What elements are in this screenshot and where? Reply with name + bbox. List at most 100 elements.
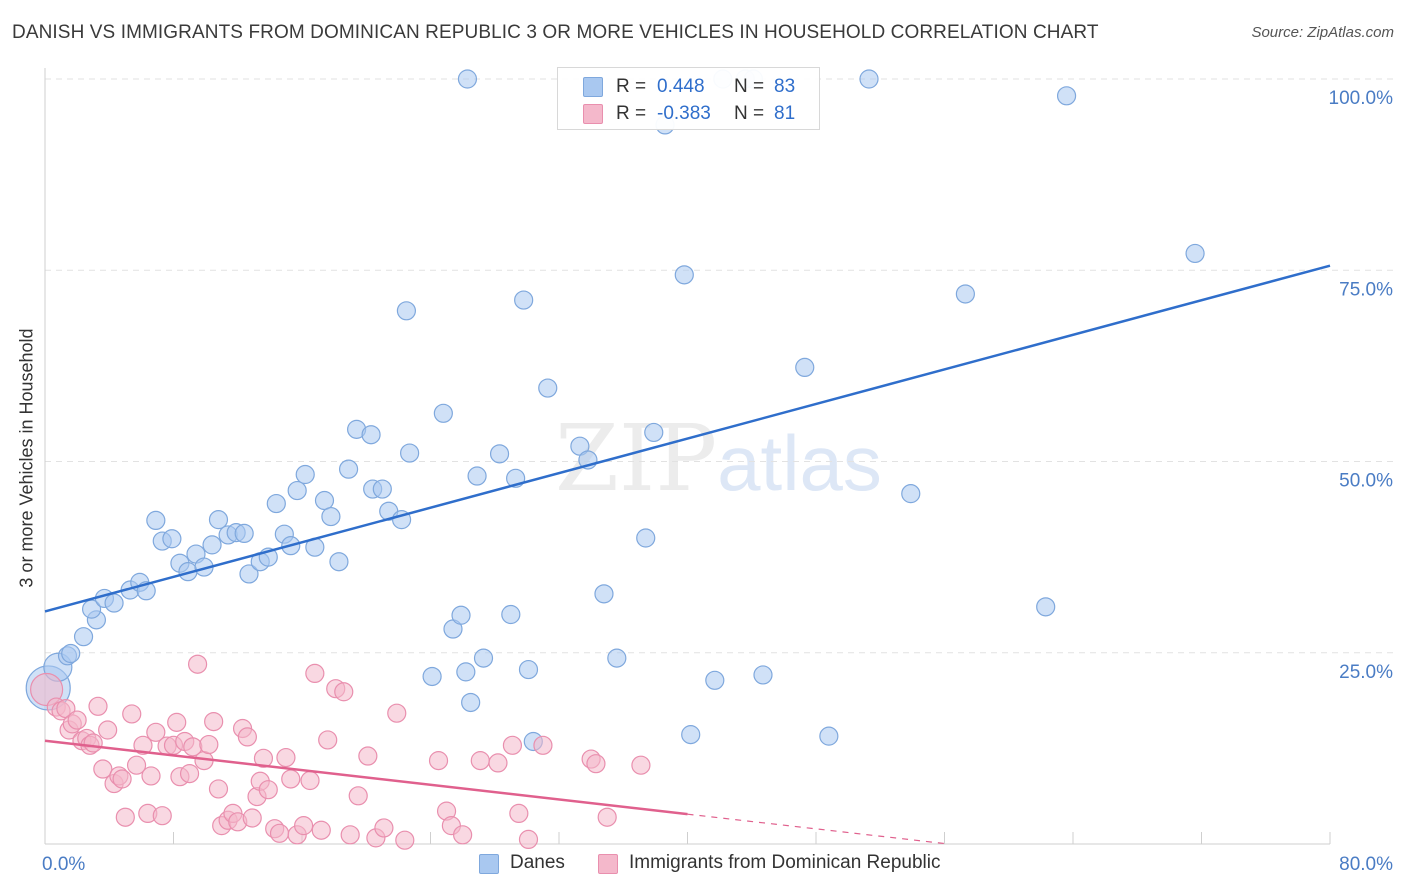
series-legend: Danes Immigrants from Dominican Republic <box>0 852 1406 878</box>
source-label: Source: ZipAtlas.com <box>1251 24 1394 41</box>
trendline-dominican <box>44 739 688 816</box>
point-dominican <box>237 727 257 747</box>
point-danes <box>456 662 476 682</box>
point-dominican <box>152 806 172 826</box>
point-dominican <box>305 663 325 684</box>
y-tick-label: 100.0% <box>1329 88 1394 109</box>
point-danes <box>287 480 307 501</box>
point-danes <box>681 725 701 745</box>
point-dominican <box>502 735 523 755</box>
point-dominican <box>348 786 368 806</box>
point-danes <box>202 535 222 555</box>
point-dominican <box>93 759 113 779</box>
watermark-atlas: atlas <box>717 419 882 507</box>
legend-r-value-dominican: -0.383 <box>657 103 711 124</box>
point-danes <box>795 357 815 378</box>
point-dominican <box>294 816 314 836</box>
point-danes <box>146 510 166 531</box>
legend-swatch-danes <box>479 854 499 874</box>
point-danes <box>901 484 921 504</box>
point-danes <box>361 425 381 445</box>
point-dominican <box>533 735 553 755</box>
point-danes <box>473 648 494 668</box>
legend-n-value-danes: 83 <box>774 76 796 97</box>
point-danes <box>1056 86 1077 106</box>
point-danes <box>314 490 335 511</box>
point-danes <box>594 584 614 604</box>
point-dominican <box>242 808 262 828</box>
point-dominican <box>453 825 473 845</box>
point-dominican <box>269 823 290 843</box>
point-danes <box>329 552 349 572</box>
point-danes <box>295 464 315 485</box>
point-dominican <box>112 769 132 789</box>
point-danes <box>1036 597 1056 617</box>
point-danes <box>489 444 510 464</box>
x-tick-label-max: 80.0% <box>1339 854 1393 875</box>
point-danes <box>104 593 124 613</box>
point-dominican <box>509 803 529 824</box>
legend-label-danes: Danes <box>510 852 565 873</box>
legend-n-value-dominican: 81 <box>774 103 796 124</box>
point-dominican <box>204 711 224 732</box>
trendline-extension-dominican <box>687 813 949 845</box>
point-dominican <box>281 769 301 789</box>
point-danes <box>321 506 341 527</box>
point-danes <box>607 648 627 668</box>
point-dominican <box>586 754 606 774</box>
point-danes <box>433 403 453 423</box>
point-dominican <box>199 734 219 755</box>
point-dominican <box>83 733 103 753</box>
point-danes <box>538 378 558 398</box>
point-dominican <box>318 730 338 750</box>
point-dominican <box>253 748 274 768</box>
point-dominican <box>258 780 278 800</box>
point-danes <box>396 301 417 321</box>
point-danes <box>518 659 539 680</box>
point-dominican <box>488 753 508 773</box>
y-tick-label: 25.0% <box>1339 662 1393 683</box>
legend-label-dominican: Immigrants from Dominican Republic <box>629 852 941 873</box>
point-danes <box>266 493 286 514</box>
legend-row-danes: R = 0.448 N = 83 <box>558 75 819 101</box>
legend-swatch-dominican <box>583 104 603 124</box>
point-danes <box>644 422 664 443</box>
point-danes <box>457 69 478 89</box>
point-dominican <box>187 654 208 674</box>
legend-n-label: N = <box>734 103 765 124</box>
point-dominican <box>179 764 200 784</box>
legend-r-value-danes: 0.448 <box>657 76 705 97</box>
legend-swatch-danes <box>583 77 603 97</box>
point-dominican <box>126 755 147 775</box>
correlation-legend: R = 0.448 N = 83 R = -0.383 N = 81 <box>557 67 820 130</box>
point-danes <box>1185 243 1205 264</box>
point-dominican <box>334 682 354 702</box>
point-dominican <box>30 672 64 707</box>
trendline-danes <box>44 264 1331 613</box>
point-danes <box>239 564 259 584</box>
legend-r-label: R = <box>616 103 647 124</box>
point-dominican <box>470 751 490 771</box>
point-dominican <box>340 825 360 845</box>
point-danes <box>819 726 839 746</box>
x-tick-label-min: 0.0% <box>42 854 85 875</box>
point-danes <box>705 670 725 690</box>
point-dominican <box>208 779 229 799</box>
point-dominican <box>395 830 415 850</box>
point-danes <box>234 523 254 544</box>
point-dominican <box>597 807 617 827</box>
point-dominican <box>133 735 153 755</box>
point-dominican <box>374 818 394 838</box>
point-dominican <box>167 712 187 732</box>
point-dominican <box>631 755 651 775</box>
point-danes <box>753 665 773 685</box>
point-danes <box>514 290 534 310</box>
point-dominican <box>518 829 539 850</box>
point-dominican <box>387 703 407 723</box>
point-dominican <box>276 747 296 768</box>
point-dominican <box>98 720 118 740</box>
point-danes <box>859 69 879 89</box>
legend-swatch-dominican <box>598 854 618 874</box>
point-dominican <box>311 820 331 840</box>
